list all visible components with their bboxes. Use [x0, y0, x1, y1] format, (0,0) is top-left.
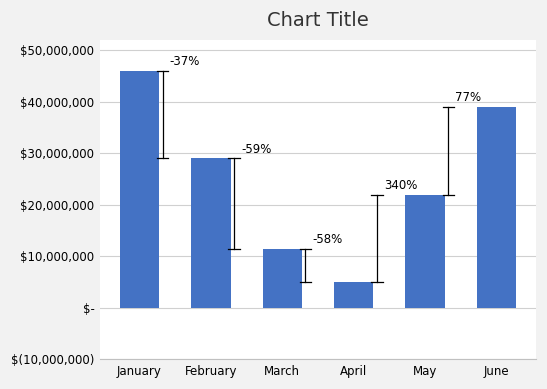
Bar: [263, 249, 302, 308]
Bar: [120, 71, 159, 308]
Text: 77%: 77%: [456, 91, 481, 104]
Text: -59%: -59%: [241, 143, 272, 156]
Bar: [477, 107, 516, 308]
Bar: [334, 282, 373, 308]
Text: 340%: 340%: [384, 179, 417, 192]
Title: Chart Title: Chart Title: [267, 11, 369, 30]
Bar: [191, 158, 230, 308]
Text: -37%: -37%: [170, 55, 200, 68]
Text: -58%: -58%: [313, 233, 343, 246]
Bar: [405, 194, 445, 308]
